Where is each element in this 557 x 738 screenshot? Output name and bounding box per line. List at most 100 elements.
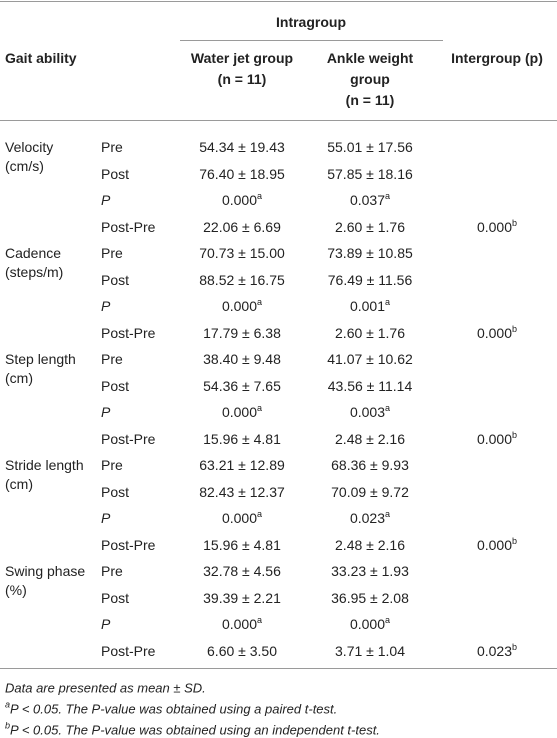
value-cell: 0.000a [221,297,263,314]
value-cell: 54.36 ± 7.65 [203,377,281,394]
value-cell: 82.43 ± 12.37 [199,483,285,500]
cell-value: 0.000 [221,510,258,526]
row-label: Stride length [5,457,84,473]
row-label: (cm) [5,370,33,386]
value-cell: 0.000b [477,324,517,340]
phase-label: Pre [101,563,123,579]
cell-value: 0.000 [476,430,513,447]
footnote-mark: a [257,297,263,307]
footnote: Data are presented as mean ± SD. [5,681,206,696]
value-cell: 38.40 ± 9.48 [203,351,281,367]
cell-value: 0.000 [221,298,258,314]
cell-value: 0.000 [221,616,258,632]
phase-label: P [101,616,111,632]
phase-label: P [101,404,111,420]
phase-label: Post-Pre [101,324,156,341]
phase-label: Post [101,589,130,606]
value-cell: 32.78 ± 4.56 [203,563,281,579]
footnote-mark: b [512,535,518,546]
value-cell: 17.79 ± 6.38 [203,324,281,341]
footnote: bP < 0.05. The P-value was obtained usin… [5,720,380,738]
value-cell: 2.48 ± 2.16 [335,536,405,553]
cell-value: 0.001 [349,298,386,314]
value-cell: 0.000b [476,429,518,447]
phase-label: Pre [101,139,123,155]
phase-label: Post [101,377,130,394]
footnote-mark: a [385,509,391,519]
group-header: Intragroup [276,14,346,30]
value-cell: 41.07 ± 10.62 [327,351,413,367]
value-cell: 22.06 ± 6.69 [203,218,281,235]
row-label: (cm/s) [5,158,44,174]
column-header: Gait ability [5,50,77,66]
row-label: Cadence [5,245,62,261]
cell-value: 0.037 [349,192,386,208]
phase-label: Post-Pre [101,642,156,659]
value-cell: 76.40 ± 18.95 [199,165,285,182]
phase-label: Pre [101,457,123,473]
value-cell: 0.023a [349,509,391,526]
value-cell: 0.001a [349,297,391,314]
value-cell: 57.85 ± 18.16 [327,165,413,182]
value-cell: 2.48 ± 2.16 [335,430,405,447]
value-cell: 0.000a [221,510,262,526]
value-cell: 33.23 ± 1.93 [331,563,409,579]
footnote-mark: b [512,429,518,440]
value-cell: 15.96 ± 4.81 [203,536,281,553]
footnote: aP < 0.05. The P-value was obtained usin… [5,699,338,717]
bottom-rule [0,668,557,669]
footnote-mark: b [512,641,518,652]
value-cell: 0.000a [350,616,390,632]
phase-label: Pre [101,245,123,261]
footnote-text: P < 0.05. The P-value was obtained using… [10,701,338,717]
cell-value: 0.000 [221,404,258,420]
row-label: Step length [5,351,76,367]
value-cell: 0.000a [221,615,263,632]
row-label: Velocity [5,139,54,155]
cell-value: 0.000 [476,218,513,235]
phase-label: P [101,510,111,526]
phase-label: Post-Pre [101,218,156,235]
phase-label: P [101,192,111,208]
phase-label: Post [101,271,130,288]
footnote-mark: a [385,191,391,201]
value-cell: 76.49 ± 11.56 [327,271,413,288]
value-cell: 0.000b [476,218,517,235]
footnote-mark: b [5,720,11,731]
value-cell: 2.60 ± 1.76 [335,218,405,235]
value-cell: 0.000a [221,192,262,208]
footnote-mark: a [385,297,391,307]
row-label: (cm) [5,476,33,492]
row-label: (steps/m) [5,264,64,280]
value-cell: 0.037a [349,191,391,208]
value-cell: 2.60 ± 1.76 [335,324,405,341]
phase-label: Post [101,165,130,182]
value-cell: 55.01 ± 17.56 [327,139,413,155]
column-header: (n = 11) [217,71,267,87]
footnote-mark: a [257,615,263,625]
footnote-mark: a [5,699,11,710]
row-label: Swing phase [5,563,86,579]
phase-label: P [101,298,111,314]
footnote-mark: a [257,403,263,413]
value-cell: 63.21 ± 12.89 [199,457,285,473]
cell-value: 0.000 [476,536,513,553]
value-cell: 15.96 ± 4.81 [203,430,281,447]
cell-value: 0.023 [349,510,386,526]
value-cell: 3.71 ± 1.04 [335,642,405,659]
value-cell: 6.60 ± 3.50 [207,642,277,659]
cell-value: 0.000 [221,192,258,208]
phase-label: Post-Pre [101,536,156,553]
column-header: (n = 11) [345,92,395,108]
column-header: Water jet group [190,50,294,66]
cell-value: 0.003 [349,404,386,420]
top-rule [0,1,557,2]
column-header: Ankle weight [326,50,414,66]
column-header: group [350,71,390,87]
value-cell: 68.36 ± 9.93 [331,457,409,473]
footnote-text: Data are presented as mean ± SD. [5,680,206,696]
value-cell: 0.003a [349,404,390,420]
value-cell: 0.023b [477,641,518,658]
value-cell: 54.34 ± 19.43 [199,139,285,155]
